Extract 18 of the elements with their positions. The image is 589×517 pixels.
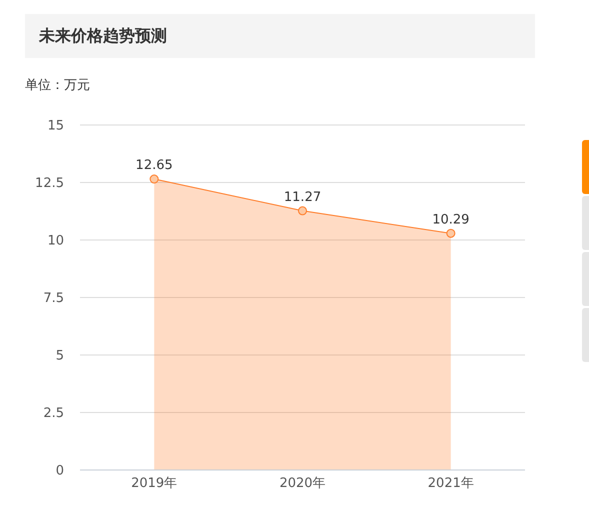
- x-tick-label: 2019年: [131, 476, 178, 492]
- chart-title: 未来价格趋势预测: [39, 26, 167, 47]
- y-tick-label: 5: [56, 348, 64, 364]
- y-tick-label: 0: [56, 464, 64, 479]
- x-tick-label: 2020年: [279, 476, 326, 492]
- point: [298, 206, 307, 216]
- y-tick-label: 15: [47, 118, 64, 134]
- y-tick-label: 2.5: [43, 406, 64, 422]
- y-axis-title: 单位：万元: [25, 77, 90, 94]
- y-tick-label: 12.5: [35, 176, 64, 192]
- data-label: 12.65: [136, 158, 173, 174]
- data-label: 10.29: [432, 212, 470, 228]
- point: [150, 174, 159, 184]
- point: [446, 228, 456, 238]
- y-tick-label: 7.5: [43, 291, 64, 306]
- x-tick-label: 2021年: [428, 476, 474, 492]
- data-label: 11.27: [284, 190, 322, 205]
- y-tick-label: 10: [47, 234, 64, 249]
